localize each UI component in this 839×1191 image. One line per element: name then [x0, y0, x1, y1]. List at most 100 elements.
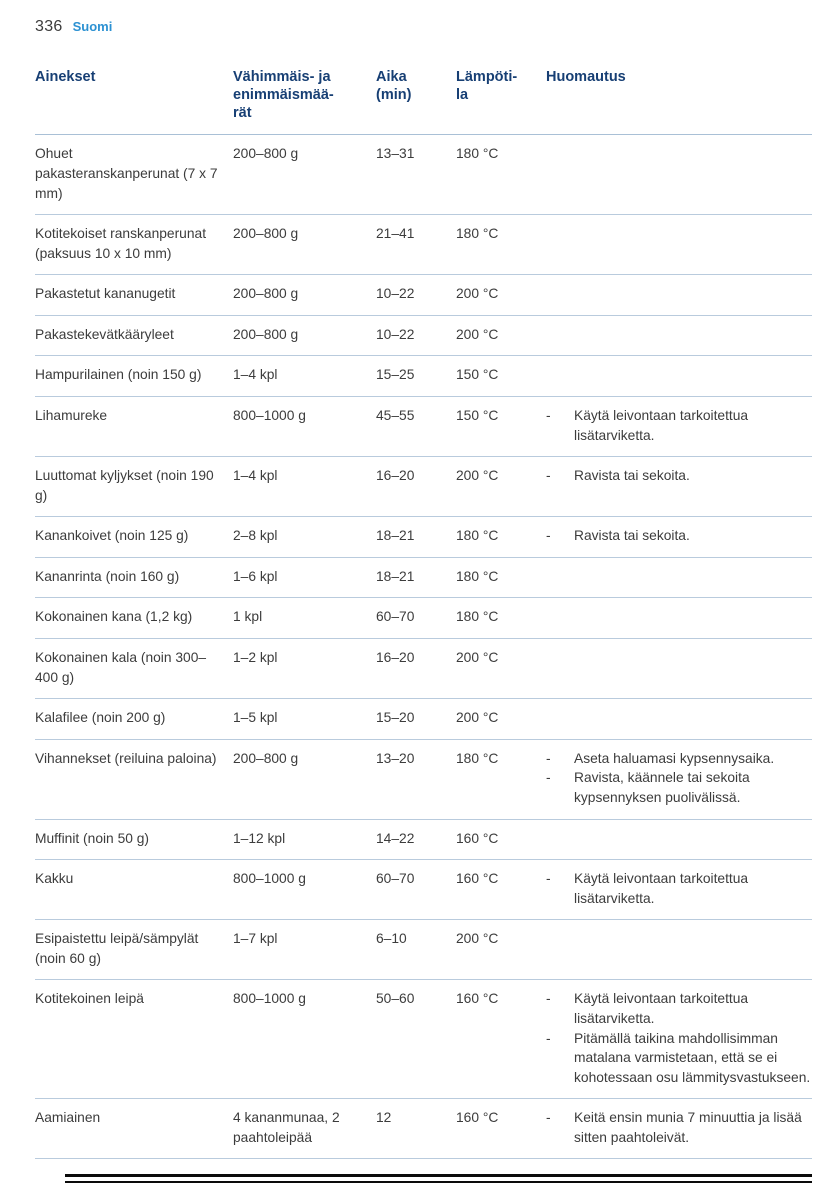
cell-temperature: 160 °C	[456, 991, 499, 1007]
remark-text: Käytä leivontaan tarkoitettua lisätarvik…	[574, 871, 749, 906]
cell-ingredient: Luuttomat kyljykset (noin 190 g)	[35, 468, 214, 503]
cell-remarks	[546, 708, 812, 728]
table-row: Kalafilee (noin 200 g) 1–5 kpl 15–20 200 °C	[35, 699, 812, 740]
cell-remarks	[546, 224, 812, 263]
cell-remarks	[546, 365, 812, 385]
cell-time: 14–22	[376, 830, 415, 846]
remark-text: Pitämällä taikina mahdollisimman matalan…	[574, 1030, 811, 1085]
cell-time: 16–20	[376, 650, 415, 666]
cell-time: 50–60	[376, 991, 415, 1007]
cell-ingredient: Aamiainen	[35, 1110, 101, 1126]
table-row: Esipaistettu leipä/sämpylät (noin 60 g) 1…	[35, 920, 812, 981]
remark-text: Käytä leivontaan tarkoitettua lisätarvik…	[574, 408, 749, 443]
table-header-row: Ainekset Vähimmäis- ja enimmäismää- rät …	[35, 68, 812, 136]
cell-amount: 1–12 kpl	[233, 830, 286, 846]
language-label: Suomi	[72, 19, 113, 34]
cell-amount: 4 kananmunaa, 2 paahtoleipää	[233, 1110, 340, 1145]
cell-remarks	[546, 567, 812, 587]
cell-temperature: 200 °C	[456, 468, 499, 484]
column-header-amounts: Vähimmäis- ja enimmäismää- rät	[233, 69, 334, 122]
remark-item: - Käytä leivontaan tarkoitettua lisätarvi…	[546, 989, 812, 1028]
column-header-ingredients: Ainekset	[35, 69, 96, 85]
column-header-temperature: Lämpöti- la	[456, 69, 518, 104]
cell-temperature: 160 °C	[456, 830, 499, 846]
cell-time: 10–22	[376, 286, 415, 302]
table-row: Hampurilainen (noin 150 g) 1–4 kpl 15–25 15…	[35, 356, 812, 397]
cell-amount: 200–800 g	[233, 226, 299, 242]
cell-temperature: 200 °C	[456, 710, 499, 726]
column-header-time: Aika (min)	[376, 69, 412, 104]
remark-item: - Aseta haluamasi kypsennysaika.	[546, 749, 812, 769]
cell-ingredient: Kokonainen kana (1,2 kg)	[35, 609, 193, 625]
page-header: 336 Suomi	[35, 18, 112, 36]
cell-temperature: 180 °C	[456, 609, 499, 625]
table-row: Kananrinta (noin 160 g) 1–6 kpl 18–21 180 °…	[35, 558, 812, 599]
page-number: 336	[35, 18, 63, 35]
table-row: Kokonainen kala (noin 300–400 g) 1–2 kpl 1…	[35, 639, 812, 700]
remark-item: - Käytä leivontaan tarkoitettua lisätarvi…	[546, 869, 812, 908]
table-row: Pakastekevätkääryleet 200–800 g 10–22 200 °…	[35, 316, 812, 357]
rule-line-bottom	[65, 1180, 812, 1183]
remark-item: - Ravista tai sekoita.	[546, 526, 812, 546]
cell-ingredient: Lihamureke	[35, 408, 108, 423]
remark-item: - Keitä ensin munia 7 minuuttia ja lisää …	[546, 1108, 812, 1147]
cell-temperature: 200 °C	[456, 286, 499, 302]
cell-ingredient: Kalafilee (noin 200 g)	[35, 710, 166, 726]
remark-text: Ravista tai sekoita.	[574, 468, 690, 484]
remark-dash: -	[546, 871, 551, 887]
table-row: Kotitekoiset ranskanperunat (paksuus 10 …	[35, 215, 812, 276]
cell-amount: 800–1000 g	[233, 408, 306, 423]
cell-temperature: 200 °C	[456, 931, 499, 947]
cell-temperature: 160 °C	[456, 1110, 499, 1126]
cell-time: 60–70	[376, 609, 415, 625]
cell-remarks: - Aseta haluamasi kypsennysaika. - Ravista,…	[546, 749, 812, 808]
remark-dash: -	[546, 750, 551, 766]
cell-temperature: 180 °C	[456, 528, 499, 544]
cell-temperature: 150 °C	[456, 408, 499, 423]
cell-time: 13–20	[376, 750, 415, 766]
cell-ingredient: Pakastekevätkääryleet	[35, 326, 174, 342]
remark-dash: -	[546, 991, 551, 1007]
cell-temperature: 180 °C	[456, 226, 499, 242]
cell-ingredient: Kokonainen kala (noin 300–400 g)	[35, 650, 207, 685]
cell-ingredient: Hampurilainen (noin 150 g)	[35, 367, 202, 383]
remark-dash: -	[546, 528, 551, 544]
remark-text: Käytä leivontaan tarkoitettua lisätarvik…	[574, 991, 749, 1026]
cell-temperature: 200 °C	[456, 326, 499, 342]
cell-amount: 200–800 g	[233, 146, 299, 162]
cell-amount: 1–4 kpl	[233, 468, 278, 484]
table-row: Lihamureke 800–1000 g 45–55 150 °C - Käytä le…	[35, 397, 812, 458]
remark-text: Ravista tai sekoita.	[574, 528, 690, 544]
cell-remarks: - Käytä leivontaan tarkoitettua lisätarvi…	[546, 869, 812, 908]
cell-temperature: 180 °C	[456, 568, 499, 584]
cell-remarks: - Käytä leivontaan tarkoitettua lisätarvi…	[546, 406, 812, 445]
cell-amount: 800–1000 g	[233, 991, 306, 1007]
cell-amount: 1–7 kpl	[233, 931, 278, 947]
remark-dash: -	[546, 1110, 551, 1126]
cell-ingredient: Kakku	[35, 871, 74, 887]
table-row: Ohuet pakasteranskanperunat (7 x 7 mm) 20…	[35, 135, 812, 216]
remark-text: Aseta haluamasi kypsennysaika.	[574, 750, 775, 766]
cell-remarks	[546, 607, 812, 627]
cell-remarks: - Keitä ensin munia 7 minuuttia ja lisää …	[546, 1108, 812, 1147]
cell-time: 45–55	[376, 408, 415, 423]
remark-dash: -	[546, 1030, 551, 1046]
cell-remarks	[546, 929, 812, 968]
cell-time: 18–21	[376, 568, 415, 584]
cell-remarks	[546, 325, 812, 345]
remark-dash: -	[546, 468, 551, 484]
table-row: Vihannekset (reiluina paloina) 200–800 g 1…	[35, 740, 812, 820]
remark-item: - Pitämällä taikina mahdollisimman matala…	[546, 1029, 812, 1088]
cell-amount: 1–6 kpl	[233, 568, 278, 584]
cell-remarks: - Käytä leivontaan tarkoitettua lisätarvi…	[546, 989, 812, 1087]
cell-ingredient: Muffinit (noin 50 g)	[35, 830, 150, 846]
remark-item: - Ravista, käännele tai sekoita kypsennyk…	[546, 768, 812, 807]
cell-ingredient: Pakastetut kananugetit	[35, 286, 176, 302]
cell-amount: 1 kpl	[233, 609, 263, 625]
cell-time: 15–25	[376, 367, 415, 383]
table-body: Ohuet pakasteranskanperunat (7 x 7 mm) 20…	[35, 135, 812, 1160]
remark-text: Keitä ensin munia 7 minuuttia ja lisää s…	[574, 1110, 802, 1145]
cooking-table: Ainekset Vähimmäis- ja enimmäismää- rät …	[35, 68, 812, 1160]
rule-line-top	[65, 1174, 812, 1177]
column-header-remarks: Huomautus	[546, 69, 626, 85]
